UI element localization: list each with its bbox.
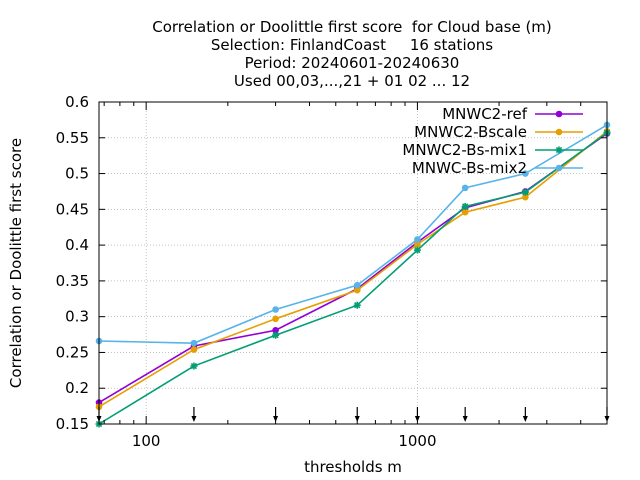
legend-label: MNWC2-ref [442,105,527,123]
y-tick-label: 0.35 [56,272,89,290]
data-point [353,281,361,289]
y-tick-label: 0.55 [56,129,89,147]
title-line: Correlation or Doolittle first score for… [152,18,552,36]
data-point [414,241,421,248]
data-point [190,362,198,370]
legend-label: MNWC2-Bs-mix1 [402,141,527,159]
data-point [521,188,529,196]
threshold-markers [96,407,610,422]
x-axis-label: thresholds m [304,458,402,476]
legend-swatch-marker [555,164,563,172]
data-point [522,193,529,201]
data-point [272,326,279,334]
threshold-arrow-head [273,416,279,422]
legend-swatch-marker [555,110,563,118]
legend-swatch-marker [555,128,563,136]
series-3 [95,121,611,347]
title-line: Period: 20240601-20240630 [245,54,460,72]
data-point [414,236,421,243]
data-point [461,208,469,216]
x-tick-label: 1000 [398,432,436,450]
y-tick-label: 0.3 [65,308,89,326]
data-point [353,301,361,309]
x-tick-label: 100 [132,432,161,450]
series-2 [95,129,611,428]
threshold-arrow-head [522,416,528,422]
legend-label: MNWC-Bs-mix2 [412,159,527,177]
data-point [272,331,280,339]
data-point [272,306,279,313]
y-tick-label: 0.5 [65,165,89,183]
y-tick-label: 0.15 [56,415,89,433]
data-point [190,339,198,347]
y-tick-label: 0.4 [65,236,89,254]
grid [99,101,607,425]
data-point [413,246,421,254]
series-line [98,130,608,408]
y-tick-label: 0.25 [56,343,89,361]
series-lines [95,121,611,428]
y-tick-label: 0.2 [65,379,89,397]
axis-ticks: 0.15 0.2 0.25 0.3 0.35 0.4 0.45 0.5 0.55 0.6 100 10… [56,93,607,450]
series-0 [95,130,611,406]
threshold-arrow-head [191,416,197,422]
threshold-arrow-head [354,416,360,422]
title-line: Selection: FinlandCoast 16 stations [211,36,493,54]
threshold-arrow-head [462,416,468,422]
title-line: Used 00,03,...,21 + 01 02 ... 12 [234,72,470,90]
chart-title: Correlation or Doolittle first score for… [152,18,552,90]
y-tick-label: 0.6 [65,93,89,111]
series-1 [95,128,611,411]
data-point [522,170,529,177]
y-axis-label: Correlation or Doolittle first score [7,138,25,388]
data-point [272,315,279,323]
series-line [98,132,608,404]
data-point [461,184,469,192]
legend-label: MNWC2-Bscale [414,123,527,141]
series-line [98,132,608,425]
data-point [461,202,469,210]
legend-swatch-marker [555,146,563,154]
data-point [190,346,198,353]
series-line [98,124,608,344]
data-point [353,286,361,294]
y-tick-label: 0.45 [56,200,89,218]
plot-border [98,101,608,425]
legend: MNWC2-refMNWC2-BscaleMNWC2-Bs-mix1MNWC-B… [402,105,583,177]
